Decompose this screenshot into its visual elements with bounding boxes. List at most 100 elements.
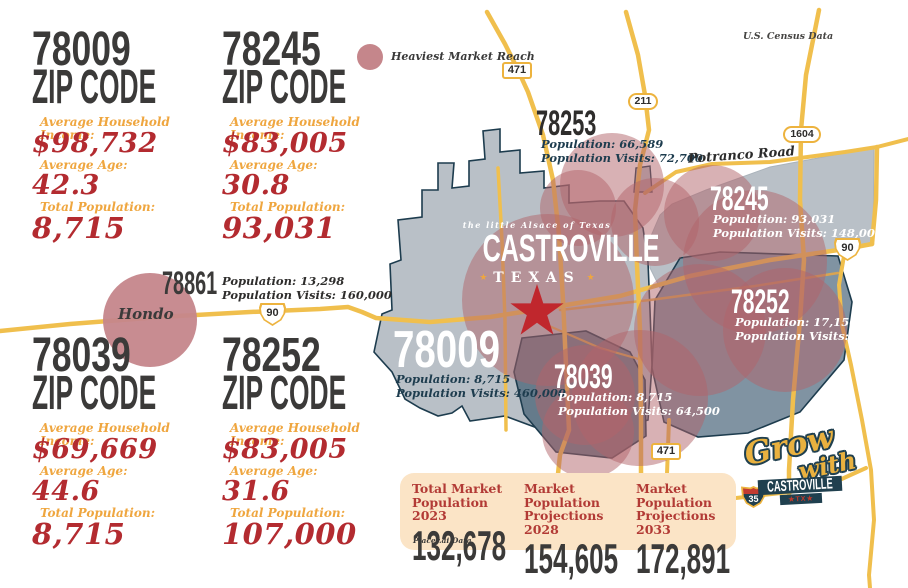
panel-zip-word: ZIP CODE	[32, 367, 157, 420]
population-label: Total Population:	[230, 200, 346, 214]
wordmark-name: CASTROVILLE	[482, 228, 660, 270]
population-stat: Population: 93,031	[713, 212, 836, 226]
wordmark-state: TEXAS	[493, 270, 581, 286]
map-zip-78245-stats: Population: 93,031 Population Visits: 14…	[713, 212, 883, 240]
population-stat: Population: 8,715	[558, 390, 673, 404]
population-value: 8,715	[32, 517, 126, 551]
income-label: Average Household Income:	[40, 115, 170, 142]
summary-label: Market Population Projections 2033	[636, 481, 716, 537]
panel-zip-word: ZIP CODE	[32, 61, 157, 114]
income-label: Average Household Income:	[230, 115, 360, 142]
population-label: Total Population:	[40, 200, 156, 214]
summary-value: 172,891	[636, 535, 731, 582]
population-stat: Population: 17,156	[735, 315, 858, 329]
visits-stat: Population Visits: 72,700	[541, 151, 703, 165]
route-shield-90-east: 90	[834, 238, 861, 261]
legend-label: Heaviest Market Reach	[391, 50, 535, 63]
map-zip-78039: 78039	[554, 358, 613, 396]
income-label: Average Household Income:	[230, 421, 360, 448]
income-value: $83,005	[222, 128, 348, 159]
income-value: $69,669	[32, 434, 158, 465]
visits-stat: Population Visits: 460,000	[396, 386, 566, 400]
income-label: Average Household Income:	[40, 421, 170, 448]
panel-zip-word: ZIP CODE	[222, 61, 347, 114]
map-zip-78253: 78253	[536, 104, 597, 143]
road-se-descender	[837, 248, 876, 588]
legend-dot	[357, 44, 383, 70]
route-shield-471: 471	[502, 62, 532, 79]
wordmark-tagline: the little Alsace of Texas	[462, 220, 612, 230]
route-shield-471-south: 471	[651, 443, 681, 460]
star-icon: ★	[586, 272, 595, 282]
badge-state: TX	[795, 495, 807, 503]
age-value: 31.6	[222, 476, 290, 507]
zip-panel-78245: 78245 ZIP CODE Average Household Income:…	[222, 23, 407, 255]
panel-zip-number: 78009	[32, 23, 131, 76]
age-label: Average Age:	[40, 158, 128, 172]
road-potranco	[643, 137, 908, 195]
panel-zip-number: 78245	[222, 23, 321, 76]
census-data-note: U.S. Census Data	[743, 31, 834, 42]
map-zip-78252-stats: Population: 17,156 Population Visits: 10…	[735, 315, 905, 343]
summary-label: Market Population Projections 2028	[524, 481, 604, 537]
star-icon: ★	[806, 495, 814, 503]
market-summary-bar: Total Market Population 2023 132,678 Mar…	[400, 473, 738, 580]
visits-stat: Population Visits: 107,000	[735, 329, 905, 343]
placer-data-note: Placer.ai Data	[413, 536, 472, 545]
route-shield-1604: 1604	[783, 126, 821, 143]
age-label: Average Age:	[40, 464, 128, 478]
market-reach-circles	[462, 133, 847, 478]
visits-stat: Population Visits: 148,000	[713, 226, 883, 240]
population-value: 93,031	[222, 211, 336, 245]
hondo-town-label: Hondo	[118, 305, 174, 323]
hondo-stats: Population: 13,298 Population Visits: 16…	[222, 274, 392, 302]
summary-label: Total Market Population 2023	[412, 481, 503, 523]
population-label: Total Population:	[40, 506, 156, 520]
map-zip-78039-stats: Population: 8,715 Population Visits: 64,…	[558, 390, 720, 418]
summary-item-2033: Market Population Projections 2033 172,8…	[636, 481, 738, 580]
hondo-population: Population: 13,298	[222, 274, 345, 288]
age-value: 44.6	[32, 476, 100, 507]
summary-item-2028: Market Population Projections 2028 154,6…	[524, 481, 626, 580]
population-value: 8,715	[32, 211, 126, 245]
population-label: Total Population:	[230, 506, 346, 520]
zip-panel-78039: 78039 ZIP CODE Average Household Income:…	[32, 329, 217, 561]
wordmark-state-row: ★ TEXAS ★	[437, 269, 637, 286]
hondo-reach-circle	[103, 273, 197, 367]
age-value: 30.8	[222, 170, 290, 201]
hondo-visits: Population Visits: 160,000	[222, 288, 392, 302]
castroville-wordmark: the little Alsace of Texas CASTROVILLE ★…	[437, 220, 660, 286]
star-icon: ★	[479, 272, 488, 282]
zip-panel-78252: 78252 ZIP CODE Average Household Income:…	[222, 329, 407, 561]
income-value: $98,732	[32, 128, 158, 159]
badge-name: CASTROVILLE	[766, 475, 834, 496]
population-stat: Population: 66,589	[541, 137, 664, 151]
age-value: 42.3	[32, 170, 100, 201]
population-value: 107,000	[222, 517, 357, 551]
road-right-edge	[869, 144, 880, 247]
visits-stat: Population Visits: 64,500	[558, 404, 720, 418]
panel-zip-number: 78039	[32, 329, 131, 382]
income-value: $83,005	[222, 434, 348, 465]
hondo-zip-label: 78861	[162, 265, 218, 301]
map-zip-78009: 78009	[393, 321, 501, 379]
age-label: Average Age:	[230, 464, 318, 478]
badge-name-bar: CASTROVILLE	[757, 475, 843, 496]
summary-value: 154,605	[524, 535, 619, 582]
map-zip-78252: 78252	[731, 283, 790, 321]
map-zip-78245: 78245	[710, 180, 769, 218]
summary-item-2023: Total Market Population 2023 132,678	[412, 481, 514, 566]
panel-zip-word: ZIP CODE	[222, 367, 347, 420]
map-zip-78253-stats: Population: 66,589 Population Visits: 72…	[541, 137, 703, 165]
route-shield-90-west: 90	[259, 303, 286, 326]
summary-value: 132,678	[412, 521, 507, 569]
age-label: Average Age:	[230, 158, 318, 172]
panel-zip-number: 78252	[222, 329, 321, 382]
population-stat: Population: 8,715	[396, 372, 511, 386]
route-shield-211: 211	[628, 93, 658, 110]
zip-panel-78009: 78009 ZIP CODE Average Household Income:…	[32, 23, 217, 255]
map-zip-78009-stats: Population: 8,715 Population Visits: 460…	[396, 372, 566, 400]
castroville-star-icon	[510, 284, 564, 335]
